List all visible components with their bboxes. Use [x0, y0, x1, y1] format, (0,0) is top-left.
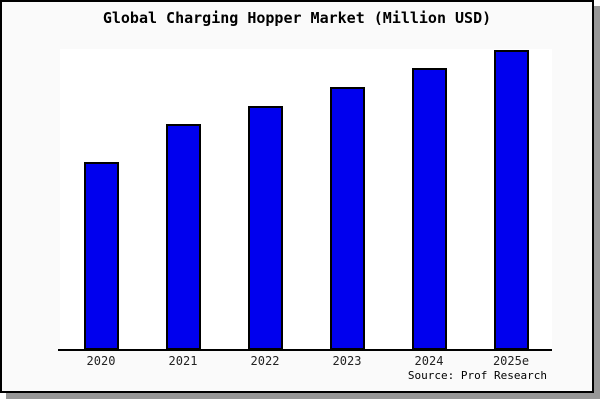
x-tick-label-2020: 2020: [86, 354, 116, 368]
bar-2022: [247, 106, 283, 350]
x-tick-label-2024: 2024: [414, 354, 444, 368]
chart-frame: Global Charging Hopper Market (Million U…: [0, 0, 594, 393]
bar-2023: [329, 87, 365, 350]
bar-2020: [83, 162, 119, 350]
plot-area: [60, 49, 552, 350]
x-tick-label-2025e: 2025e: [492, 354, 530, 368]
chart-title: Global Charging Hopper Market (Million U…: [102, 9, 492, 27]
bar-2021: [165, 124, 201, 350]
source-credit: Source: Prof Research: [407, 369, 547, 382]
x-tick-label-2021: 2021: [168, 354, 198, 368]
x-axis-line: [58, 349, 552, 351]
bar-2025e: [493, 50, 529, 350]
x-tick-label-2023: 2023: [332, 354, 362, 368]
bar-2024: [411, 68, 447, 350]
x-tick-label-2022: 2022: [250, 354, 280, 368]
